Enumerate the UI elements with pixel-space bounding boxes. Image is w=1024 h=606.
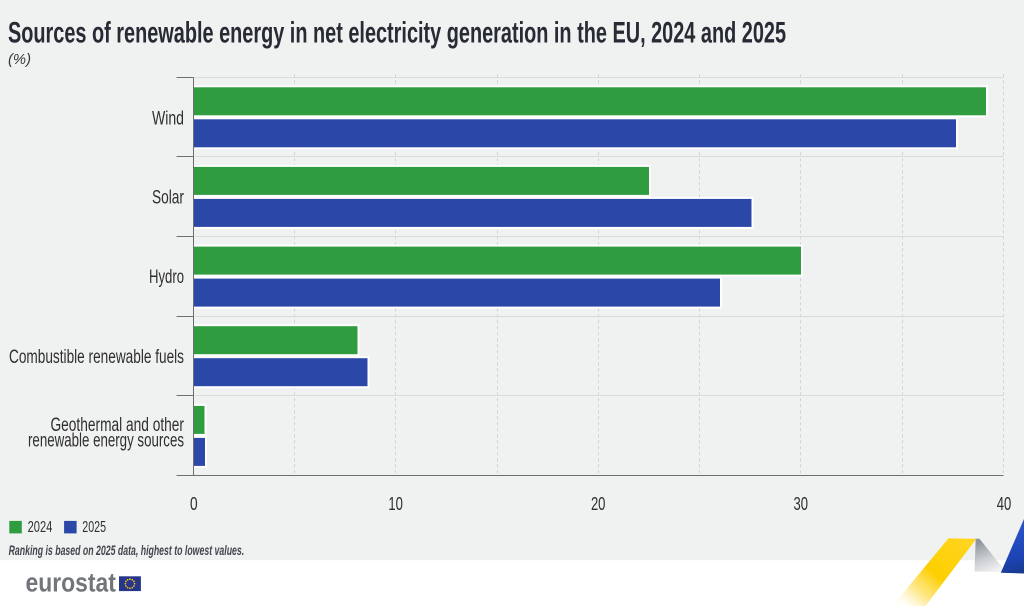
svg-text:Sources of renewable energy in: Sources of renewable energy in net elect… (8, 17, 786, 50)
svg-text:Solar: Solar (152, 188, 184, 209)
svg-text:Wind: Wind (152, 108, 184, 129)
svg-text:renewable energy sources: renewable energy sources (28, 431, 184, 452)
svg-text:10: 10 (388, 494, 403, 514)
svg-text:Ranking is based on 2025 data,: Ranking is based on 2025 data, highest t… (9, 542, 245, 558)
svg-text:Combustible renewable fuels: Combustible renewable fuels (9, 347, 184, 368)
svg-text:2025: 2025 (82, 519, 106, 536)
svg-text:40: 40 (997, 494, 1012, 514)
svg-text:20: 20 (591, 494, 606, 514)
svg-text:30: 30 (794, 494, 809, 514)
svg-text:eurostat: eurostat (26, 568, 116, 598)
svg-text:Geothermal and other: Geothermal and other (51, 415, 185, 436)
svg-text:(%): (%) (8, 51, 31, 68)
svg-text:Hydro: Hydro (149, 267, 184, 288)
svg-text:0: 0 (190, 494, 198, 514)
svg-text:2024: 2024 (28, 519, 53, 536)
